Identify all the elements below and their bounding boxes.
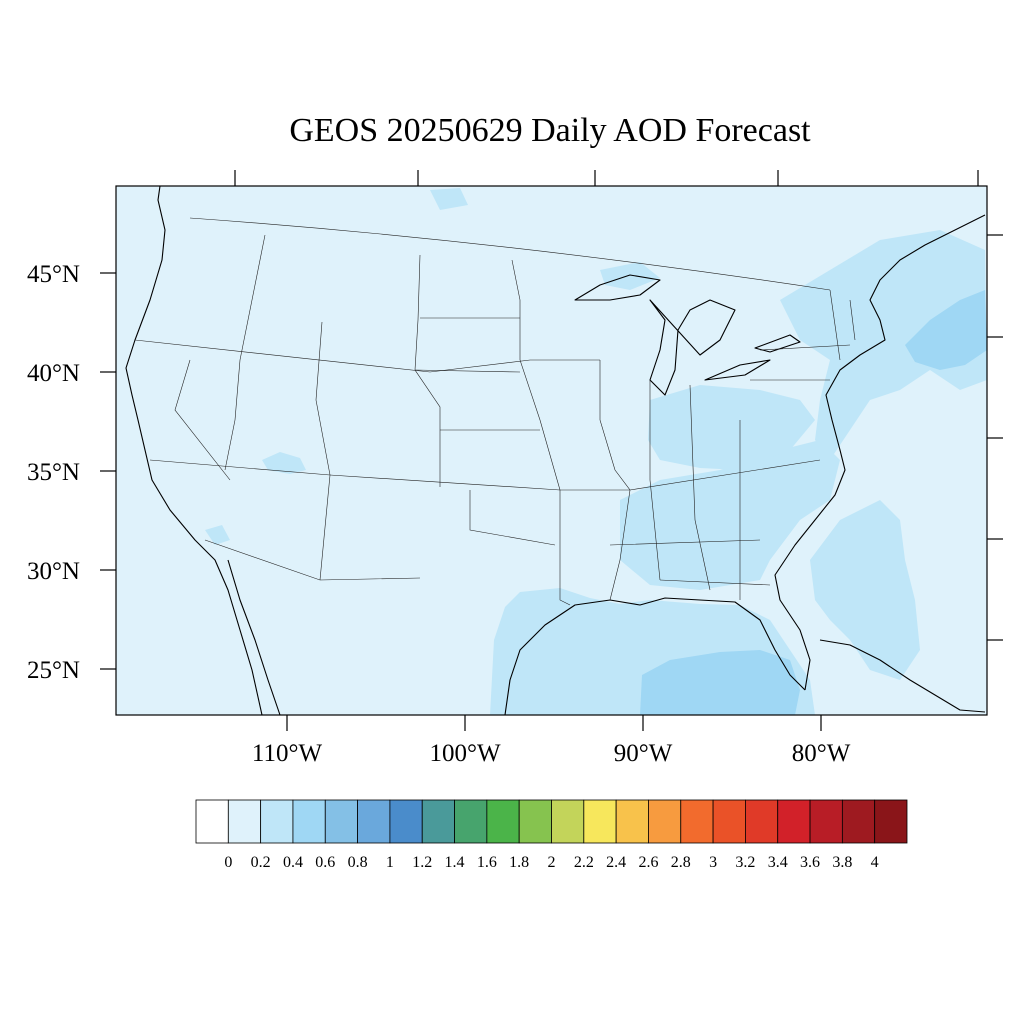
latitude-axis-labels: 45°N 40°N 35°N 30°N 25°N	[27, 261, 80, 684]
colorbar-label: 1.8	[509, 854, 529, 871]
colorbar-swatch	[583, 799, 617, 844]
colorbar-swatch	[292, 799, 326, 844]
colorbar-swatch	[195, 799, 229, 844]
colorbar-swatch	[745, 799, 779, 844]
atlantic-coastline	[774, 214, 986, 691]
longitude-axis-labels: 110°W 100°W 90°W 80°W	[252, 740, 851, 767]
baja-coastline	[227, 559, 281, 716]
colorbar-label: 0.4	[283, 854, 303, 871]
colorbar-label: 1.2	[412, 854, 432, 871]
colorbar: 0 0.2 0.4 0.6 0.8 1 1.2 1.4 1.6 1.8 2 2.2 2.4 2.6 2.8 3…	[195, 799, 908, 871]
aod-patch-ohio	[648, 385, 815, 470]
lon-label-110w: 110°W	[252, 740, 323, 767]
colorbar-label: 3.8	[832, 854, 852, 871]
colorbar-label: 3.6	[800, 854, 820, 871]
aod-patch-southeast	[620, 440, 840, 590]
pacific-coastline	[125, 185, 263, 716]
colorbar-swatch	[357, 799, 391, 844]
aod-patch-northeast-high	[905, 290, 987, 370]
lat-label-40: 40°N	[27, 360, 80, 387]
colorbar-swatch	[551, 799, 585, 844]
colorbar-swatch	[324, 799, 358, 844]
aod-patch-atlantic	[810, 500, 920, 680]
colorbar-label: 0.2	[251, 854, 271, 871]
map-frame	[115, 185, 988, 716]
lat-label-30: 30°N	[27, 558, 80, 585]
colorbar-swatch	[260, 799, 294, 844]
lon-label-90w: 90°W	[614, 740, 673, 767]
colorbar-label: 3.2	[735, 854, 755, 871]
colorbar-swatch	[389, 799, 423, 844]
colorbar-label: 1.4	[445, 854, 465, 871]
colorbar-swatch	[712, 799, 746, 844]
colorbar-swatch	[841, 799, 876, 844]
colorbar-label: 0	[224, 854, 232, 871]
colorbar-swatch	[874, 799, 908, 844]
great-lakes	[574, 274, 801, 396]
colorbar-label: 2.4	[606, 854, 626, 871]
colorbar-swatch	[809, 799, 843, 844]
colorbar-swatch	[486, 799, 520, 844]
colorbar-swatch	[421, 799, 455, 844]
lat-label-45: 45°N	[27, 261, 80, 288]
colorbar-swatch	[518, 799, 552, 844]
colorbar-label: 3.4	[768, 854, 788, 871]
aod-patch-southwest	[205, 525, 230, 545]
colorbar-label: 0.6	[315, 854, 335, 871]
aod-patch-lake-superior	[600, 262, 660, 290]
aod-patch-northeast	[780, 230, 987, 460]
cuba-coastline	[819, 639, 986, 713]
colorbar-swatch	[648, 799, 682, 844]
colorbar-swatch	[227, 799, 262, 844]
aod-patch-gulf-high	[640, 650, 800, 715]
colorbar-label: 0.8	[348, 854, 368, 871]
state-borders	[134, 217, 856, 606]
chart-title: GEOS 20250629 Daily AOD Forecast	[289, 112, 811, 149]
colorbar-label: 4	[871, 854, 879, 871]
colorbar-label: 1	[386, 854, 394, 871]
lon-label-80w: 80°W	[792, 740, 851, 767]
aod-field	[205, 188, 987, 715]
colorbar-label: 1.6	[477, 854, 497, 871]
map-plot-area	[100, 170, 1003, 731]
colorbar-label: 2.6	[638, 854, 658, 871]
lon-label-100w: 100°W	[429, 740, 500, 767]
colorbar-swatch	[777, 799, 811, 844]
aod-patch-canada-north	[430, 188, 468, 210]
colorbar-label: 2.2	[574, 854, 594, 871]
aod-patch-great-basin	[262, 452, 306, 474]
colorbar-swatch	[680, 799, 714, 844]
gulf-coastline	[504, 597, 806, 716]
frame-ticks	[100, 170, 1003, 731]
colorbar-swatch	[454, 799, 488, 844]
coastlines	[125, 185, 986, 716]
colorbar-label: 3	[709, 854, 717, 871]
lat-label-25: 25°N	[27, 657, 80, 684]
colorbar-swatch	[615, 799, 649, 844]
colorbar-label: 2	[548, 854, 556, 871]
colorbar-label: 2.8	[671, 854, 691, 871]
lat-label-35: 35°N	[27, 459, 80, 486]
